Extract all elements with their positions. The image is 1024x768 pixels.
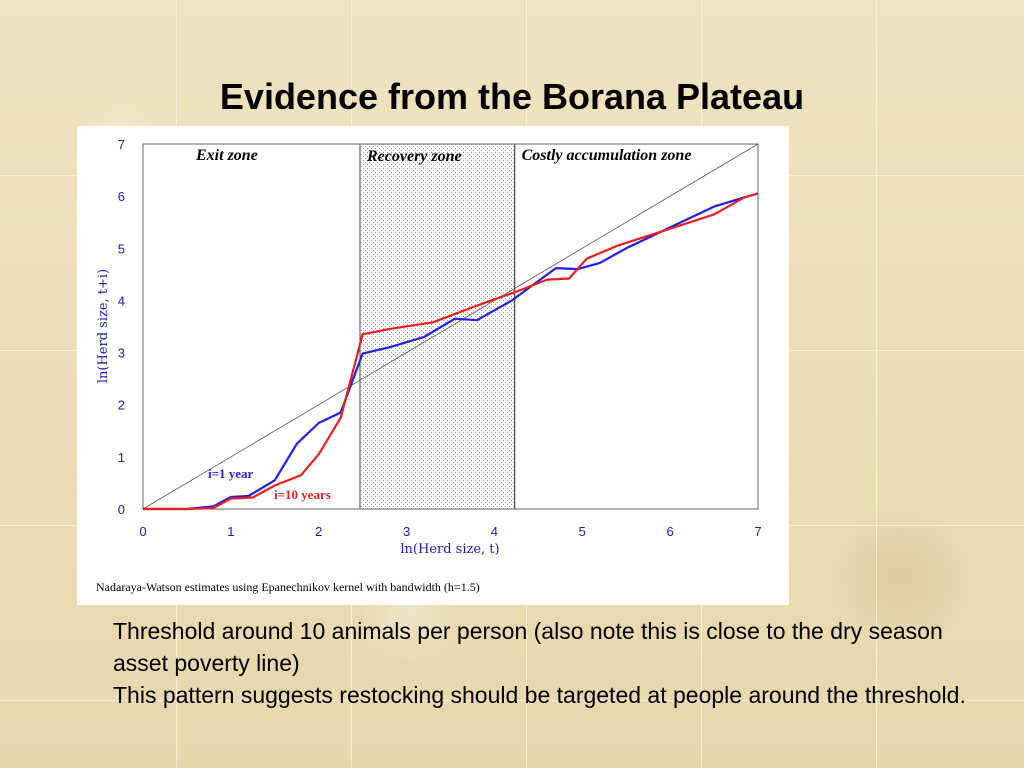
x-tick-label: 5 bbox=[579, 524, 586, 539]
chart-caption: Nadaraya-Watson estimates using Epanechn… bbox=[96, 580, 480, 594]
x-tick-label: 7 bbox=[754, 524, 761, 539]
y-tick-label: 0 bbox=[118, 502, 125, 517]
series-line-1yr bbox=[143, 192, 759, 511]
texture-seam bbox=[876, 0, 877, 768]
body-paragraph: Threshold around 10 animals per person (… bbox=[113, 618, 943, 676]
x-tick-label: 2 bbox=[315, 524, 322, 539]
herd-dynamics-chart: Exit zone Recovery zone Costly accumulatio… bbox=[96, 137, 762, 594]
texture-seam bbox=[0, 700, 1024, 701]
zone-label: Exit zone bbox=[195, 147, 258, 164]
x-tick-label: 4 bbox=[491, 524, 498, 539]
y-tick-label: 5 bbox=[118, 241, 125, 256]
series-label-1yr: i=1 year bbox=[208, 466, 254, 481]
y-tick-label: 3 bbox=[118, 346, 125, 361]
x-tick-label: 1 bbox=[227, 524, 234, 539]
series-label-10yr: i=10 years bbox=[274, 487, 331, 502]
x-tick-label: 3 bbox=[403, 524, 410, 539]
y-tick-label: 6 bbox=[118, 189, 125, 204]
slide-title: Evidence from the Borana Plateau bbox=[219, 76, 805, 117]
series-line-10yr bbox=[143, 192, 759, 511]
body-text: Threshold around 10 animals per person (… bbox=[113, 615, 973, 711]
body-paragraph: This pattern suggests restocking should … bbox=[113, 682, 966, 708]
zone-label: Recovery zone bbox=[366, 148, 462, 165]
x-tick-label: 0 bbox=[139, 524, 146, 539]
zone-shade bbox=[359, 143, 516, 510]
y-axis-label: ln(Herd size, t+i) bbox=[96, 269, 111, 383]
y-tick-label: 4 bbox=[118, 293, 125, 308]
y-tick-label: 2 bbox=[118, 398, 125, 413]
y-tick-label: 1 bbox=[118, 450, 125, 465]
chart-panel: Exit zone Recovery zone Costly accumulatio… bbox=[77, 126, 789, 605]
y-tick-label: 7 bbox=[118, 137, 125, 152]
x-axis-label: ln(Herd size, t) bbox=[400, 542, 499, 557]
plot-frame bbox=[142, 143, 759, 510]
x-tick-label: 6 bbox=[667, 524, 674, 539]
reference-line-45deg bbox=[142, 143, 759, 510]
zone-label: Costly accumulation zone bbox=[522, 147, 692, 164]
